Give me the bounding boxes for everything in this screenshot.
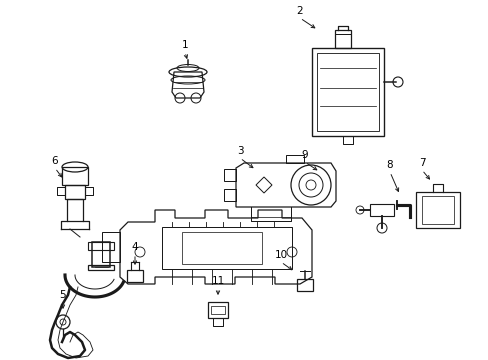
Bar bbox=[311, 48, 383, 136]
Bar bbox=[67, 199, 83, 221]
Bar bbox=[296, 279, 312, 291]
Bar bbox=[182, 232, 262, 264]
Bar bbox=[102, 232, 120, 262]
Bar bbox=[285, 155, 304, 163]
Bar bbox=[162, 227, 291, 269]
Text: 11: 11 bbox=[211, 276, 224, 286]
Bar bbox=[88, 242, 114, 250]
Bar bbox=[369, 204, 393, 216]
Text: 7: 7 bbox=[418, 158, 425, 168]
Bar bbox=[421, 196, 453, 224]
Bar bbox=[127, 270, 142, 282]
Bar bbox=[415, 192, 459, 228]
Text: 6: 6 bbox=[52, 156, 58, 166]
Bar bbox=[88, 265, 114, 270]
Text: 8: 8 bbox=[386, 160, 392, 170]
Text: 9: 9 bbox=[301, 150, 307, 160]
Bar bbox=[65, 185, 85, 199]
Bar bbox=[62, 167, 88, 185]
Text: 10: 10 bbox=[274, 250, 287, 260]
Text: 2: 2 bbox=[296, 6, 303, 16]
Text: 3: 3 bbox=[236, 146, 243, 156]
Bar bbox=[224, 189, 236, 201]
Bar bbox=[92, 242, 110, 267]
Text: 4: 4 bbox=[131, 242, 138, 252]
Bar bbox=[316, 53, 378, 131]
Bar bbox=[210, 306, 224, 314]
Bar bbox=[224, 169, 236, 181]
Bar bbox=[334, 30, 350, 48]
Text: 1: 1 bbox=[182, 40, 188, 50]
Text: 5: 5 bbox=[60, 290, 66, 300]
Bar bbox=[207, 302, 227, 318]
